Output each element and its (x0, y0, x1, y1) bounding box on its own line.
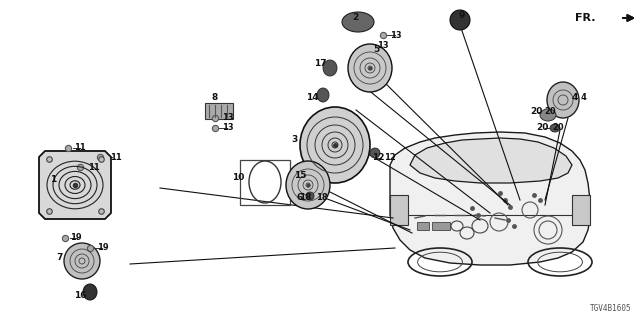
Text: 10: 10 (232, 173, 244, 182)
Text: 11: 11 (88, 163, 100, 172)
Text: 16: 16 (74, 291, 86, 300)
Text: 19: 19 (70, 234, 82, 243)
Text: 20: 20 (536, 124, 548, 132)
Text: 3: 3 (291, 135, 297, 145)
Ellipse shape (450, 10, 470, 30)
Text: 5: 5 (373, 45, 379, 54)
Bar (240, 160, 290, 205)
Text: 13: 13 (222, 124, 234, 132)
Text: 18: 18 (316, 194, 328, 203)
Text: 11: 11 (74, 143, 86, 153)
Text: 20: 20 (544, 108, 556, 116)
Ellipse shape (300, 107, 370, 183)
Text: FR.: FR. (575, 13, 596, 23)
Bar (417, 222, 429, 230)
Text: 7: 7 (57, 252, 63, 261)
Ellipse shape (348, 44, 392, 92)
Polygon shape (410, 138, 572, 183)
Ellipse shape (323, 60, 337, 76)
Text: 12: 12 (384, 154, 396, 163)
Text: 17: 17 (314, 59, 326, 68)
Ellipse shape (83, 284, 97, 300)
Ellipse shape (342, 12, 374, 32)
Text: 11: 11 (110, 153, 122, 162)
Text: 2: 2 (352, 12, 358, 21)
Text: 20: 20 (552, 124, 564, 132)
Text: 19: 19 (97, 244, 109, 252)
Ellipse shape (64, 243, 100, 279)
Text: 6: 6 (297, 194, 303, 203)
Text: 13: 13 (390, 30, 402, 39)
Ellipse shape (540, 109, 556, 121)
Ellipse shape (550, 124, 560, 132)
Text: 8: 8 (212, 92, 218, 101)
Text: 20: 20 (530, 108, 542, 116)
Text: TGV4B1605: TGV4B1605 (590, 304, 632, 313)
Bar (390, 195, 408, 225)
Text: 13: 13 (222, 114, 234, 123)
Ellipse shape (370, 148, 380, 158)
Text: 14: 14 (306, 92, 318, 101)
Text: 12: 12 (372, 154, 384, 163)
Ellipse shape (547, 82, 579, 118)
Polygon shape (390, 132, 590, 265)
Text: 15: 15 (294, 171, 307, 180)
Ellipse shape (286, 161, 330, 209)
Text: 4: 4 (572, 92, 578, 101)
Text: 4: 4 (581, 92, 587, 101)
Bar (205, 103, 233, 119)
Polygon shape (39, 151, 111, 219)
Text: 1: 1 (50, 175, 56, 185)
Bar (572, 195, 590, 225)
Bar (432, 222, 450, 230)
Text: 9: 9 (459, 11, 465, 20)
Ellipse shape (317, 88, 329, 102)
Text: 13: 13 (377, 42, 388, 51)
Text: 18: 18 (299, 194, 311, 203)
Ellipse shape (306, 192, 314, 200)
